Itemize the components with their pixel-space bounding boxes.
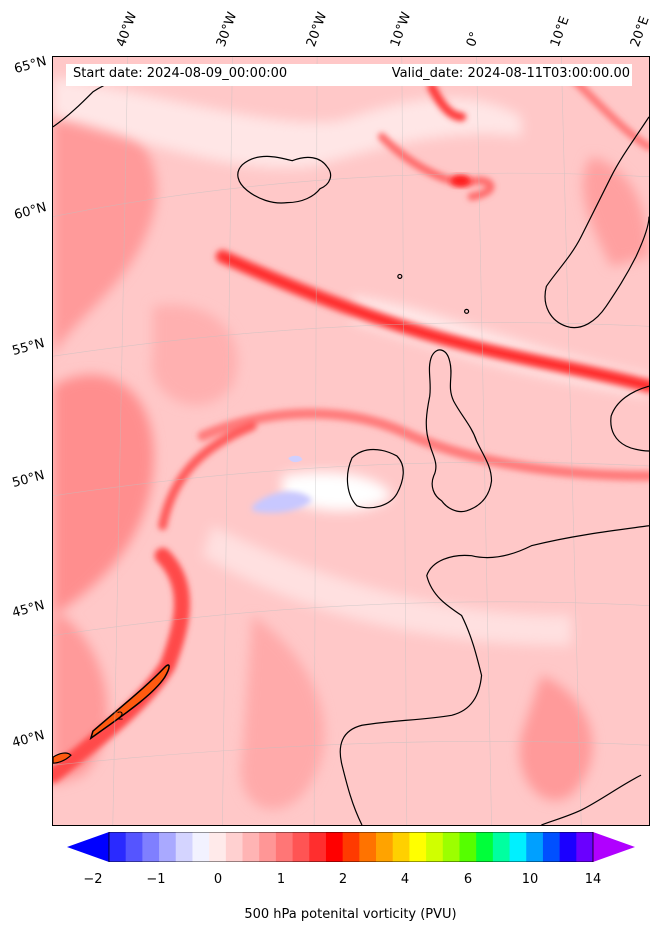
western-europe-coast [339,525,649,825]
colorbar-tick: 10 [521,872,539,887]
colorbar-cell [559,832,577,862]
colorbar-tick: 4 [400,872,410,887]
pv-negative-blob-small [288,455,303,463]
colorbar-cell [192,832,210,862]
pv-medium-patches [53,112,649,810]
lat-label-45n: 45°N [10,598,47,621]
colorbar-cell [442,832,460,862]
lat-label-50n: 50°N [10,468,47,491]
colorbar-cell [526,832,544,862]
pv-field-svg: 2 [53,57,649,825]
colorbar-cell [209,832,227,862]
colorbar-cell [259,832,277,862]
colorbar-tick: −2 [83,872,103,887]
start-date-label: Start date: 2024-08-09_00:00:00 [73,66,288,81]
colorbar-cell [342,832,360,862]
colorbar-cell [309,832,327,862]
scandinavia-coast [544,116,649,329]
lon-label-30w: 30°W [213,10,241,49]
pv-negative-blob [252,491,313,513]
colorbar-cell [242,832,260,862]
lon-label-10w: 10°W [387,10,415,49]
colorbar-cell [325,832,344,862]
colorbar-cell [542,832,561,862]
colorbar-cell [426,832,444,862]
colorbar-cell [292,832,310,862]
ireland-outline [346,448,404,509]
colorbar-tick: 6 [463,872,473,887]
contour-value-label: 2 [117,709,124,722]
iceland-outline [237,155,332,204]
colorbar-max-extension [593,832,635,862]
colorbar-tick: 0 [213,872,223,887]
colorbar-cell [392,832,410,862]
colorbar-cell [225,832,244,862]
pv-contour-2-pvu [89,664,170,741]
colorbar-cell [275,832,294,862]
colorbar-cell [409,832,427,862]
colorbar-cell [459,832,477,862]
pv-contour-2-pvu-west [53,752,72,764]
pv-vortex-north [450,174,471,187]
colorbar-tick: 2 [338,872,348,887]
valid-date-label: Valid_date: 2024-08-11T03:00:00.00 [391,66,630,81]
lat-label-40n: 40°N [10,728,47,751]
colorbar-tick: 1 [276,872,286,887]
colorbar-cell [376,832,394,862]
lon-label-40w: 40°W [113,10,141,49]
lat-label-55n: 55°N [10,336,47,359]
colorbar-title: 500 hPa potenital vorticity (PVU) [244,907,457,922]
graticule [53,57,649,825]
lon-label-20e: 20°E [627,14,653,50]
africa-coast [541,774,642,825]
colorbar-cell [109,832,127,862]
colorbar-cell [159,832,177,862]
denmark-coast [610,385,649,452]
colorbar-cell [476,832,494,862]
pv-map: 2 [52,56,650,826]
colorbar-cell [576,832,594,862]
lat-label-65n: 65°N [12,54,49,77]
colorbar-cell [509,832,527,862]
colorbar-cell [175,832,193,862]
colorbar [67,832,635,862]
colorbar-cell [492,832,511,862]
colorbar-cell [359,832,377,862]
colorbar-frame [108,832,594,862]
colorbar-tick: 14 [584,872,602,887]
colorbar-cell [125,832,143,862]
colorbar-cells [109,832,594,862]
lon-label-10e: 10°E [547,14,573,50]
colorbar-min-extension [67,832,109,862]
great-britain-outline [425,349,493,513]
lon-label-20w: 20°W [303,10,331,49]
date-header-background [66,64,632,86]
colorbar-cell [142,832,160,862]
lat-label-60n: 60°N [12,200,49,223]
colorbar-tick: −1 [146,872,166,887]
lon-label-0: 0° [463,29,484,49]
